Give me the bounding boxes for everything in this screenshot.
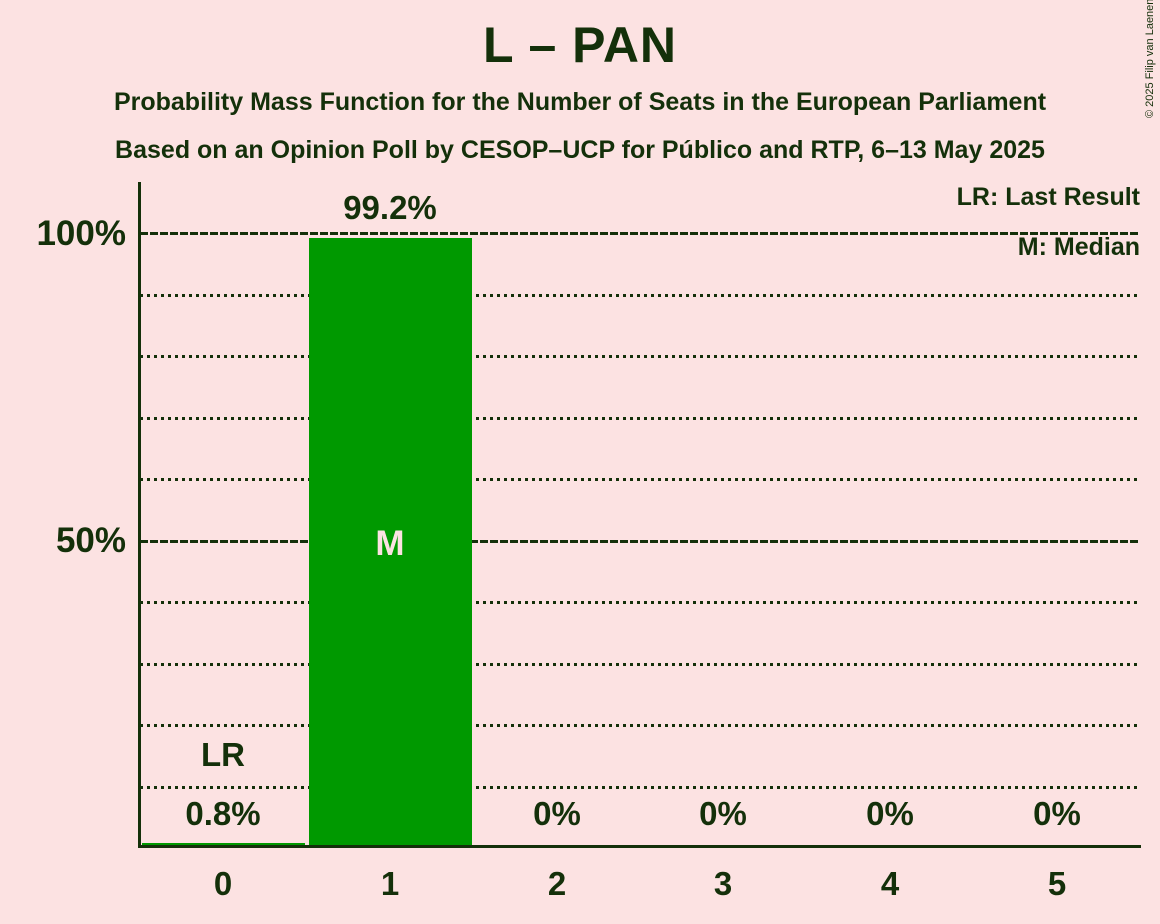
bar-value-label-2: 0%	[533, 795, 581, 832]
gridline-80pct	[140, 355, 1140, 358]
bar-seats-1	[309, 238, 472, 848]
gridline-60pct	[140, 478, 1140, 481]
x-tick-label-4: 4	[880, 865, 900, 902]
last-result-marker: LR	[201, 736, 245, 773]
bar-value-label-4: 0%	[866, 795, 914, 832]
y-tick-label-50: 50%	[55, 521, 126, 560]
x-tick-label-3: 3	[713, 865, 733, 902]
gridline-30pct	[140, 663, 1140, 666]
x-tick-label-5: 5	[1047, 865, 1067, 902]
x-axis-line	[138, 845, 1141, 848]
chart-subtitle: Probability Mass Function for the Number…	[113, 88, 1047, 116]
gridline-90pct	[140, 294, 1140, 297]
y-axis-line	[138, 182, 141, 848]
gridline-100pct	[140, 232, 1140, 235]
chart-poll-source: Based on an Opinion Poll by CESOP–UCP fo…	[115, 136, 1045, 164]
x-tick-label-2: 2	[547, 865, 567, 902]
median-marker: M	[375, 524, 405, 563]
gridline-10pct	[140, 786, 1140, 789]
x-tick-label-1: 1	[380, 865, 400, 902]
legend-median: M: Median	[1017, 233, 1140, 261]
gridline-50pct	[140, 540, 1140, 543]
legend-last-result: LR: Last Result	[956, 183, 1140, 211]
gridline-20pct	[140, 724, 1140, 727]
x-tick-label-0: 0	[213, 865, 233, 902]
gridline-70pct	[140, 417, 1140, 420]
chart-title: L – PAN	[482, 17, 678, 73]
bar-value-label-1: 99.2%	[343, 189, 437, 226]
bar-value-label-0: 0.8%	[185, 795, 261, 832]
gridline-40pct	[140, 601, 1140, 604]
y-tick-label-100: 100%	[36, 214, 126, 253]
bar-value-label-3: 0%	[699, 795, 747, 832]
bar-value-label-5: 0%	[1033, 795, 1081, 832]
copyright-notice: © 2025 Filip van Laenen	[1144, 0, 1156, 118]
